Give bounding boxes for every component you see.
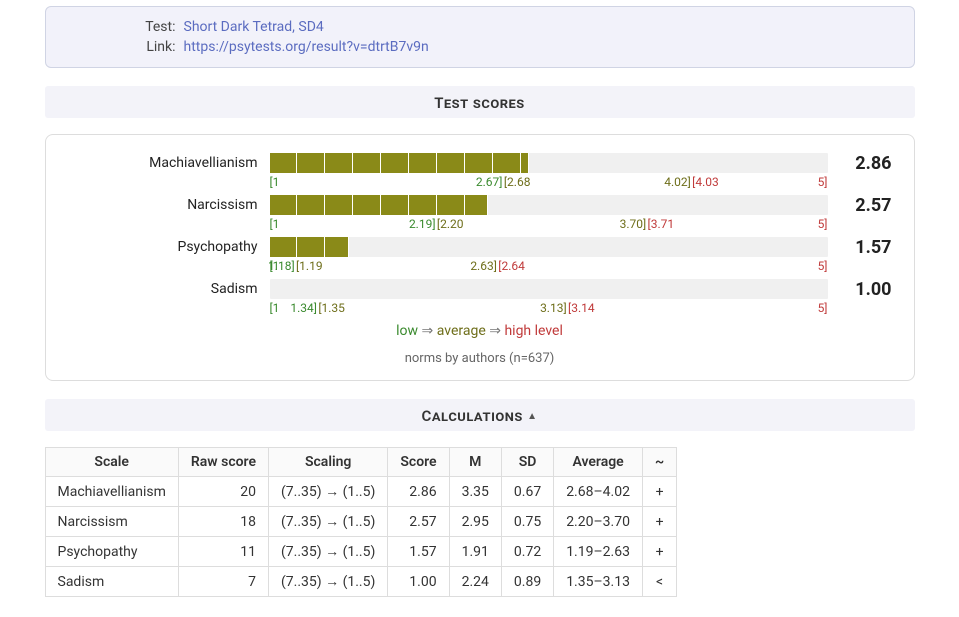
collapse-icon: ▲ bbox=[527, 411, 537, 422]
section-calc-header[interactable]: Calculations ▲ bbox=[45, 399, 915, 431]
scores-card: Machiavellianism[12.67][2.684.02][4.035]… bbox=[45, 134, 915, 381]
test-name-link[interactable]: Short Dark Tetrad, SD4 bbox=[184, 19, 324, 35]
score-row: Psychopathy[11.18][1.192.63][2.645]1.57 bbox=[68, 237, 892, 275]
calc-header: Average bbox=[554, 448, 643, 477]
score-name: Sadism bbox=[68, 279, 270, 297]
calc-header: Scaling bbox=[268, 448, 387, 477]
table-row: Sadism7(7..35) → (1..5)1.002.240.891.35–… bbox=[45, 567, 677, 597]
score-value: 1.00 bbox=[828, 279, 892, 300]
calc-header: ~ bbox=[642, 448, 676, 477]
score-row: Narcissism[12.19][2.203.70][3.715]2.57 bbox=[68, 195, 892, 233]
score-value: 1.57 bbox=[828, 237, 892, 258]
info-link-label: Link: bbox=[116, 39, 184, 55]
score-row: Sadism[11.34][1.353.13][3.145]1.00 bbox=[68, 279, 892, 317]
score-bar: [12.19][2.203.70][3.715] bbox=[270, 195, 828, 233]
score-bar: [11.18][1.192.63][2.645] bbox=[270, 237, 828, 275]
calc-header: Score bbox=[388, 448, 449, 477]
score-row: Machiavellianism[12.67][2.684.02][4.035]… bbox=[68, 153, 892, 191]
calc-header: M bbox=[449, 448, 501, 477]
calc-header: Raw score bbox=[178, 448, 268, 477]
score-name: Machiavellianism bbox=[68, 153, 270, 171]
table-row: Narcissism18(7..35) → (1..5)2.572.950.75… bbox=[45, 507, 677, 537]
score-bar: [12.67][2.684.02][4.035] bbox=[270, 153, 828, 191]
table-row: Psychopathy11(7..35) → (1..5)1.571.910.7… bbox=[45, 537, 677, 567]
test-info-box: Test: Short Dark Tetrad, SD4 Link: https… bbox=[45, 6, 915, 68]
score-value: 2.86 bbox=[828, 153, 892, 174]
score-name: Narcissism bbox=[68, 195, 270, 213]
calc-header: SD bbox=[501, 448, 553, 477]
info-test-label: Test: bbox=[116, 19, 184, 35]
section-scores-header: Test scores bbox=[45, 86, 915, 118]
calc-header: Scale bbox=[45, 448, 178, 477]
calculations-table: ScaleRaw scoreScalingScoreMSDAverage~ Ma… bbox=[45, 447, 678, 597]
score-value: 2.57 bbox=[828, 195, 892, 216]
result-link[interactable]: https://psytests.org/result?v=dtrtB7v9n bbox=[184, 39, 429, 55]
score-bar: [11.34][1.353.13][3.145] bbox=[270, 279, 828, 317]
score-legend: low ⇒ average ⇒ high level bbox=[68, 323, 892, 339]
table-row: Machiavellianism20(7..35) → (1..5)2.863.… bbox=[45, 477, 677, 507]
norms-note: norms by authors (n=637) bbox=[68, 351, 892, 366]
score-name: Psychopathy bbox=[68, 237, 270, 255]
